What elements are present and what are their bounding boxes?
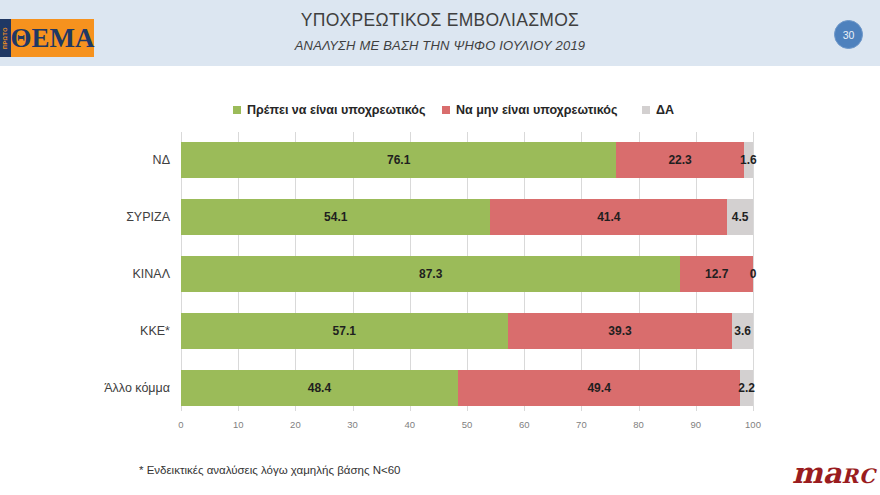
value-label: 39.3	[608, 313, 631, 349]
legend-label: ΔΑ	[656, 103, 674, 117]
legend-item: ΔΑ	[642, 102, 674, 118]
marc-logo-part2: RC	[841, 464, 876, 488]
axis-tick-label: 50	[462, 419, 473, 430]
axis-tick-label: 10	[233, 419, 244, 430]
legend-swatch	[233, 106, 241, 114]
category-label: ΚΚΕ*	[30, 313, 170, 349]
axis-tick-label: 100	[745, 419, 761, 430]
page-subtitle: ΑΝΑΛΥΣΗ ΜΕ ΒΑΣΗ ΤΗΝ ΨΗΦΟ ΙΟΥΛΙΟΥ 2019	[0, 38, 880, 53]
value-label: 41.4	[597, 199, 620, 235]
axis-tick-label: 30	[347, 419, 358, 430]
slide-number: 30	[843, 29, 855, 41]
category-label: Άλλο κόμμα	[30, 370, 170, 406]
legend-label: Πρέπει να είναι υποχρεωτικός	[247, 103, 425, 117]
slide-number-badge: 30	[834, 20, 863, 49]
value-label: 54.1	[324, 199, 347, 235]
value-label: 48.4	[308, 370, 331, 406]
axis-tick-label: 90	[691, 419, 702, 430]
value-label: 76.1	[387, 142, 410, 178]
legend-swatch	[642, 106, 650, 114]
marc-logo: maRC	[792, 456, 876, 490]
value-label: 4.5	[732, 199, 749, 235]
category-label: ΝΔ	[30, 142, 170, 178]
category-label: ΣΥΡΙΖΑ	[30, 199, 170, 235]
axis-tick-label: 80	[633, 419, 644, 430]
axis-tick-label: 40	[405, 419, 416, 430]
slide: ΠΡΩΤΟ ΘΕΜΑ ΥΠΟΧΡΕΩΤΙΚΟΣ ΕΜΒΟΛΙΑΣΜΟΣ ΑΝΑΛ…	[0, 0, 880, 495]
axis-tick-label: 70	[576, 419, 587, 430]
value-label: 57.1	[333, 313, 356, 349]
value-label: 87.3	[419, 256, 442, 292]
value-label: 22.3	[668, 142, 691, 178]
footnote: * Ενδεικτικές αναλύσεις λόγω χαμηλής βάσ…	[139, 464, 400, 476]
value-label: 49.4	[587, 370, 610, 406]
title-block: ΥΠΟΧΡΕΩΤΙΚΟΣ ΕΜΒΟΛΙΑΣΜΟΣ ΑΝΑΛΥΣΗ ΜΕ ΒΑΣΗ…	[0, 0, 880, 53]
legend-swatch	[442, 106, 450, 114]
axis-tick-label: 20	[290, 419, 301, 430]
value-label: 2.2	[738, 370, 755, 406]
axis-tick-label: 60	[519, 419, 530, 430]
value-label: 0	[750, 256, 757, 292]
value-label: 1.6	[740, 142, 757, 178]
legend-item: Πρέπει να είναι υποχρεωτικός	[233, 102, 425, 118]
legend-item: Να μην είναι υποχρεωτικός	[442, 102, 617, 118]
axis-tick-label: 0	[178, 419, 183, 430]
legend-label: Να μην είναι υποχρεωτικός	[456, 103, 617, 117]
value-label: 12.7	[705, 256, 728, 292]
marc-logo-part1: ma	[792, 456, 841, 490]
category-label: ΚΙΝΑΛ	[30, 256, 170, 292]
page-title: ΥΠΟΧΡΕΩΤΙΚΟΣ ΕΜΒΟΛΙΑΣΜΟΣ	[0, 10, 880, 31]
value-label: 3.6	[734, 313, 751, 349]
